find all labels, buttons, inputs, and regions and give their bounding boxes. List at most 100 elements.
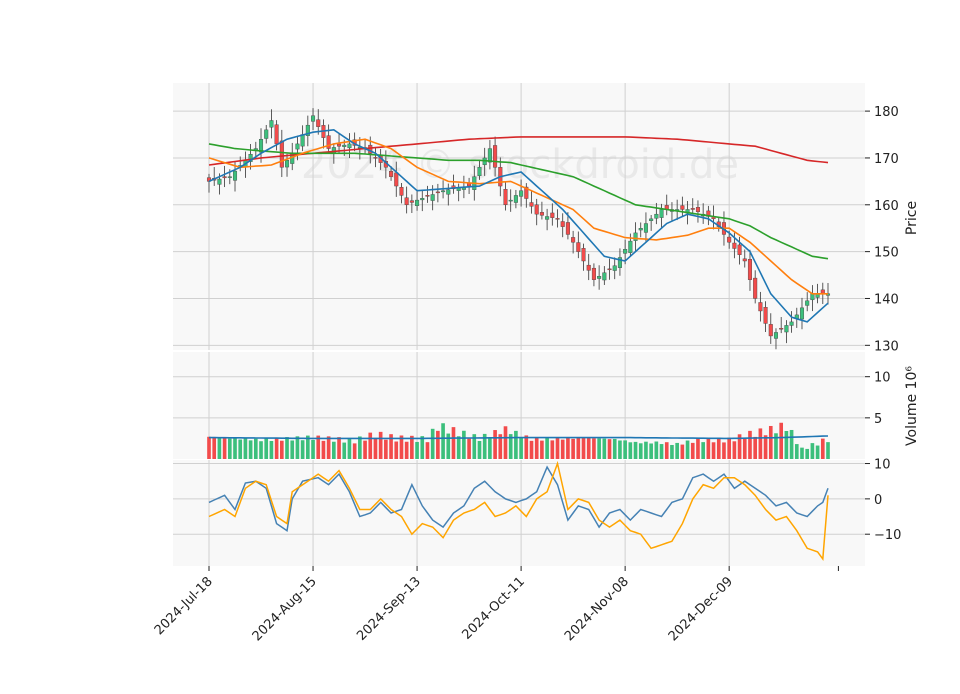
candle-body xyxy=(368,144,373,154)
volume-bar xyxy=(410,435,414,459)
candle-body xyxy=(633,232,638,241)
oscillator-line-2 xyxy=(208,460,829,561)
volume-bar xyxy=(337,437,341,459)
volume-bar xyxy=(727,437,731,459)
candle-body xyxy=(623,249,628,254)
candle-body xyxy=(446,189,451,195)
volume-bar xyxy=(384,439,388,459)
price-tick-label: 170 xyxy=(874,152,899,167)
candle-body xyxy=(545,216,550,220)
volume-bar xyxy=(342,442,347,459)
volume-bar xyxy=(217,437,222,459)
candle-body xyxy=(654,213,659,219)
volume-bar xyxy=(690,442,695,459)
volume-bar xyxy=(316,435,321,459)
candle-body xyxy=(285,160,290,168)
volume-bar xyxy=(321,440,326,459)
volume-bar xyxy=(716,437,721,459)
volume-bar xyxy=(508,434,513,459)
candle-body xyxy=(768,324,773,337)
candle-body xyxy=(227,176,232,178)
volume-bar xyxy=(467,438,471,459)
volume-bar xyxy=(685,440,690,459)
candle-body xyxy=(316,119,321,127)
volume-bar xyxy=(462,430,466,459)
volume-bar xyxy=(498,434,503,459)
volume-bar xyxy=(638,443,643,459)
volume-bar xyxy=(404,441,409,459)
price-tick-label: 150 xyxy=(874,246,899,261)
candle-body xyxy=(565,222,570,235)
volume-bar xyxy=(477,440,482,459)
candle-body xyxy=(404,197,409,205)
volume-bar xyxy=(233,437,237,459)
volume-bar xyxy=(389,434,393,459)
volume-bar xyxy=(363,440,367,459)
volume-average-line xyxy=(209,435,829,440)
candle-body xyxy=(493,145,498,168)
volume-bar xyxy=(415,441,419,459)
volume-bar xyxy=(602,438,607,459)
volume-bar xyxy=(259,441,263,459)
candle-body xyxy=(649,218,654,221)
price-tick-label: 140 xyxy=(874,292,899,307)
volume-bar xyxy=(358,436,362,459)
candle-body xyxy=(487,148,492,163)
candle-body xyxy=(550,212,555,218)
candle-body xyxy=(519,190,524,197)
volume-bar xyxy=(352,443,357,459)
volume-bar xyxy=(524,435,529,459)
volume-bar xyxy=(290,440,295,459)
volume-bar xyxy=(207,436,211,459)
candle-body xyxy=(732,242,737,249)
volume-bar xyxy=(815,445,820,459)
candle-body xyxy=(529,202,534,207)
candle-body xyxy=(274,124,279,145)
candle-body xyxy=(617,257,622,268)
volume-bar xyxy=(820,438,825,459)
volume-bar xyxy=(280,440,284,459)
candle-body xyxy=(571,237,576,243)
candle-body xyxy=(232,170,238,181)
sma-short-line xyxy=(208,128,829,323)
volume-bar xyxy=(514,430,518,459)
volume-bar xyxy=(722,442,726,459)
candle-body xyxy=(524,186,529,199)
volume-bar xyxy=(456,436,461,459)
volume-bar xyxy=(649,443,653,459)
volume-bar xyxy=(503,426,508,459)
volume-bar xyxy=(248,440,253,459)
candle-body xyxy=(555,218,560,220)
volume-bar xyxy=(222,437,227,459)
volume-bar xyxy=(737,434,742,459)
candle-body xyxy=(695,206,700,213)
volume-bar xyxy=(623,440,627,459)
volume-bar xyxy=(618,440,622,459)
volume-tick-label: 10 xyxy=(874,371,891,386)
volume-bar xyxy=(670,444,674,459)
volume-bar xyxy=(441,423,445,459)
volume-bar xyxy=(420,436,425,459)
x-tick-label: 2024-Oct-11 xyxy=(459,574,527,642)
candle-body xyxy=(607,268,612,271)
volume-bar xyxy=(373,437,378,459)
candle-body xyxy=(425,195,430,197)
sma-long1-line xyxy=(208,143,829,260)
price-axis-label: Price xyxy=(904,201,920,235)
candle-body xyxy=(430,194,435,201)
candle-body xyxy=(789,321,794,326)
candle-body xyxy=(508,199,513,202)
volume-bar xyxy=(326,436,331,459)
candle-body xyxy=(415,199,420,206)
price-panel-bg xyxy=(173,83,865,350)
candle-body xyxy=(638,228,643,231)
candle-body xyxy=(810,293,815,301)
volume-bar xyxy=(784,430,789,459)
volume-bar xyxy=(430,428,435,459)
volume-bar xyxy=(540,440,544,459)
volume-bar xyxy=(566,437,570,459)
price-tick-label: 160 xyxy=(874,199,899,214)
candle-body xyxy=(779,328,784,330)
candle-body xyxy=(643,223,648,233)
